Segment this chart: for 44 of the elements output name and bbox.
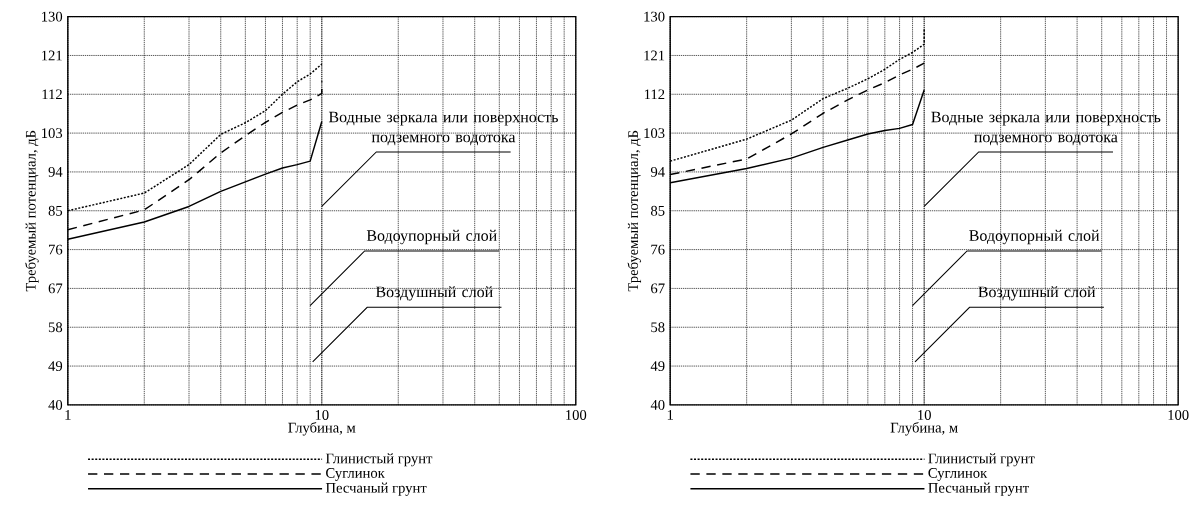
y-tick-label: 58 (48, 322, 63, 333)
x-tick-label: 100 (566, 410, 587, 421)
y-tick-label: 76 (651, 244, 665, 255)
text: Глинистый грунт (325, 453, 433, 467)
x-axis-title: Глубина, м (288, 422, 356, 436)
y-axis-title: Требуемый потенциал, дБ (627, 130, 642, 292)
text: Песчаный грунт (928, 482, 1029, 496)
y-tick-label: 67 (651, 283, 665, 294)
y-tick-label: 103 (42, 128, 63, 139)
annotation: Водные зеркала или поверхность подземного водотока (328, 111, 558, 146)
annotation: Водоупорный слой (969, 230, 1100, 245)
annotation: Воздушный слой (978, 286, 1096, 301)
y-tick-label: 121 (644, 50, 665, 61)
x-tick-label: 10 (918, 410, 931, 421)
text: Глинистый грунт (928, 453, 1035, 467)
y-tick-label: 94 (48, 167, 63, 178)
y-axis-title: Требуемый потенциал, дБ (25, 130, 39, 292)
y-tick-label: 112 (644, 89, 665, 100)
text: Песчаный грунт (325, 482, 427, 496)
annotation: Водоупорный слой (366, 230, 497, 245)
x-tick-label: 1 (65, 410, 71, 420)
y-tick-label: 85 (650, 206, 665, 216)
y-tick-label: 85 (48, 206, 63, 216)
annotation: Водные зеркала или поверхность подземного водотока (931, 111, 1161, 146)
y-tick-label: 112 (42, 89, 62, 100)
x-tick-label: 10 (315, 410, 329, 421)
y-tick-label: 130 (42, 11, 63, 22)
x-axis-title: Глубина, м (890, 422, 958, 436)
y-tick-label: 67 (48, 283, 63, 294)
y-tick-label: 130 (644, 11, 665, 22)
annotation: Воздушный слой (375, 286, 493, 301)
text: Суглинок (326, 468, 385, 482)
y-tick-label: 40 (650, 400, 665, 411)
y-tick-label: 103 (644, 128, 665, 139)
y-tick-label: 121 (42, 50, 62, 61)
x-tick-label: 100 (1168, 410, 1189, 421)
y-tick-label: 49 (650, 361, 665, 372)
x-tick-label: 1 (667, 410, 673, 420)
text: Суглинок (928, 468, 988, 482)
y-tick-label: 40 (48, 400, 63, 411)
y-tick-label: 94 (650, 167, 665, 178)
y-tick-label: 49 (48, 361, 63, 372)
y-tick-label: 58 (651, 322, 665, 333)
y-tick-label: 76 (49, 244, 63, 255)
